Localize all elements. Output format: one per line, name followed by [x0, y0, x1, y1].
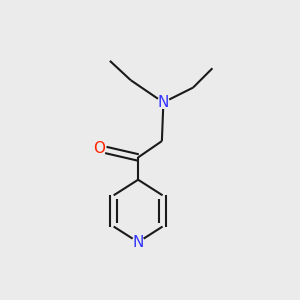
Text: O: O [94, 141, 106, 156]
Text: N: N [158, 95, 169, 110]
Text: N: N [132, 235, 144, 250]
